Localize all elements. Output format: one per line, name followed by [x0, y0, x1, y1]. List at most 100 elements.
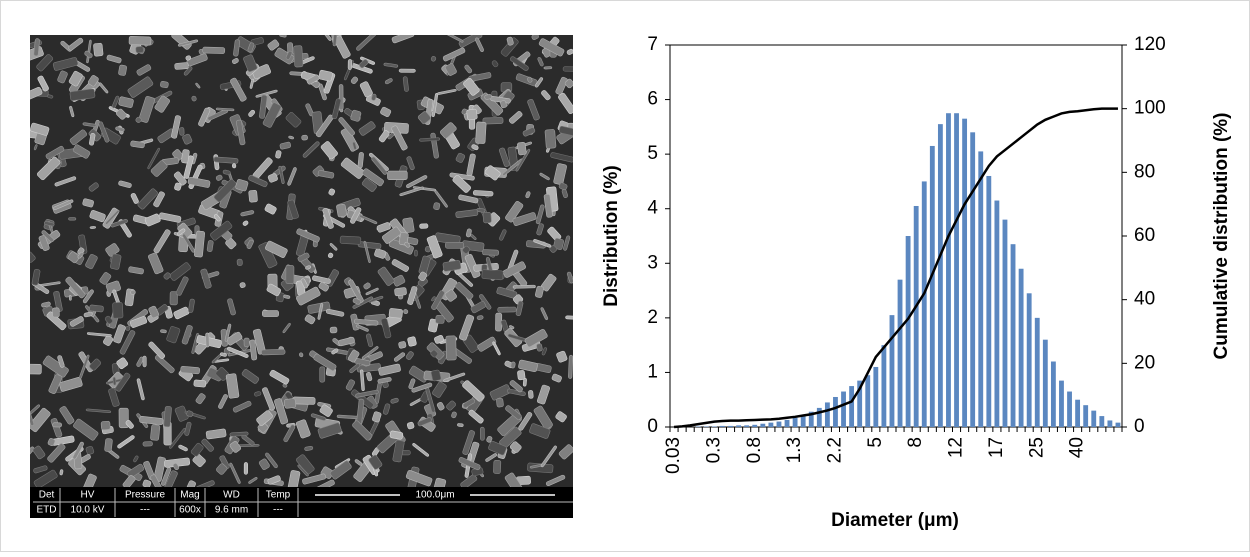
bar — [720, 425, 725, 427]
y2-tick-label: 20 — [1134, 352, 1155, 373]
particle — [130, 193, 139, 204]
particle — [33, 465, 48, 474]
bar — [1059, 380, 1064, 427]
bar — [897, 279, 903, 427]
particle — [69, 105, 75, 118]
bar — [841, 391, 846, 427]
particle — [184, 421, 192, 436]
particle — [452, 174, 471, 193]
particle — [406, 156, 415, 171]
particle — [30, 446, 35, 456]
particle — [69, 129, 88, 146]
particle — [108, 387, 120, 407]
particle — [41, 301, 51, 308]
particle — [471, 144, 479, 151]
particle — [200, 268, 212, 289]
y-tick-label: 1 — [647, 361, 658, 382]
particle — [331, 98, 342, 120]
particle — [460, 474, 478, 487]
particle — [285, 112, 302, 128]
x-tick-label: 8 — [905, 437, 926, 448]
particle — [363, 282, 371, 290]
particle — [136, 64, 152, 76]
bar — [768, 422, 774, 427]
bar — [1099, 416, 1105, 427]
info-header: Pressure — [125, 490, 165, 501]
particle — [193, 379, 207, 388]
particle — [491, 60, 499, 68]
particle — [414, 249, 418, 257]
particle — [323, 35, 332, 41]
x-tick-label: 2.2 — [824, 437, 845, 463]
particle — [504, 472, 525, 487]
particle — [445, 241, 464, 249]
particle — [451, 411, 457, 419]
particle — [391, 259, 410, 272]
particle — [52, 307, 60, 318]
particle — [320, 141, 338, 160]
particle — [282, 322, 291, 334]
particle — [163, 406, 172, 428]
particle — [558, 125, 573, 138]
bar — [703, 426, 709, 427]
particle — [430, 349, 438, 358]
particle — [255, 89, 278, 98]
bar — [913, 205, 919, 427]
particle — [442, 260, 462, 272]
particle — [158, 212, 182, 223]
particle — [283, 294, 291, 299]
particle — [128, 266, 144, 275]
particle — [53, 290, 63, 313]
particle — [399, 186, 424, 197]
particle — [338, 336, 355, 347]
particle — [266, 283, 282, 297]
particle — [52, 57, 79, 71]
particle — [433, 202, 441, 211]
particle — [251, 64, 271, 80]
y-tick-label: 0 — [647, 416, 658, 437]
bar — [986, 175, 992, 427]
particle — [82, 198, 94, 208]
particle — [178, 444, 188, 452]
particle — [445, 63, 457, 76]
particle — [89, 304, 104, 313]
particle — [538, 38, 565, 57]
particle — [479, 426, 485, 441]
particle — [148, 341, 166, 359]
bar — [849, 386, 855, 427]
particle — [230, 77, 247, 102]
particle — [562, 66, 573, 72]
particle — [115, 372, 131, 392]
bar — [889, 315, 895, 427]
particle — [166, 326, 181, 344]
particle — [99, 272, 112, 285]
particle — [30, 251, 36, 263]
particle — [236, 119, 246, 146]
scale-bar-label: 100.0μm — [415, 490, 454, 501]
particle — [418, 271, 428, 282]
particle — [455, 209, 479, 218]
info-value: 10.0 kV — [71, 505, 105, 516]
particle — [148, 305, 160, 319]
particle — [314, 479, 335, 487]
particle — [358, 121, 376, 136]
particle — [227, 298, 236, 316]
particle — [315, 114, 334, 138]
particle — [406, 175, 428, 189]
particle — [198, 107, 211, 127]
particle — [296, 228, 320, 243]
bar — [857, 380, 863, 427]
particle — [192, 453, 206, 468]
particle — [185, 55, 192, 61]
particle — [180, 366, 200, 375]
particle — [68, 294, 72, 301]
particle — [125, 420, 134, 429]
bar — [1042, 339, 1048, 427]
y2-tick-label: 40 — [1134, 289, 1155, 310]
particle — [275, 150, 282, 159]
particle — [352, 420, 373, 441]
particle — [173, 171, 187, 186]
particle — [232, 400, 252, 413]
particle — [116, 108, 127, 120]
particle — [537, 56, 544, 67]
